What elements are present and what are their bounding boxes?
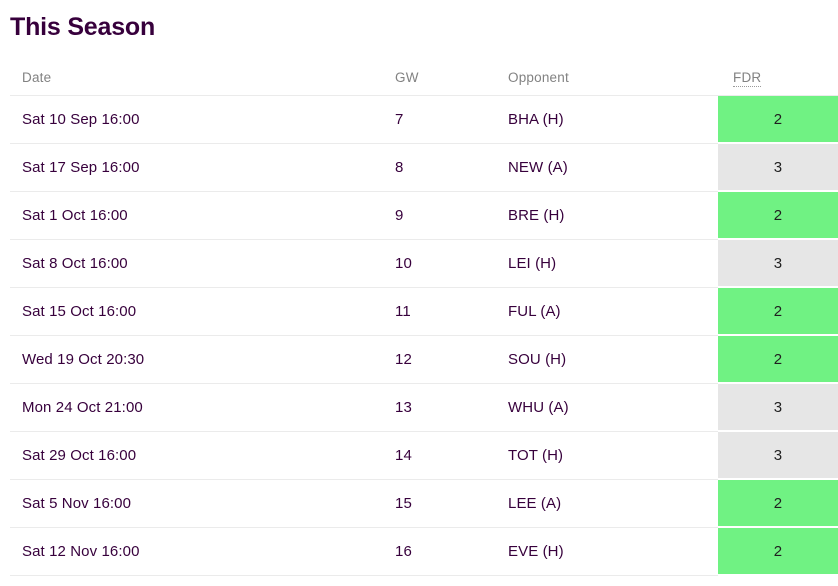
fixture-gameweek: 16 <box>383 528 496 576</box>
fdr-badge: 2 <box>718 96 838 142</box>
fixture-date: Sat 5 Nov 16:00 <box>10 480 383 528</box>
fixture-gameweek: 14 <box>383 432 496 480</box>
fixture-date: Mon 24 Oct 21:00 <box>10 384 383 432</box>
column-header-fdr: FDR <box>718 70 838 87</box>
fdr-cell: 2 <box>718 528 838 576</box>
fixture-gameweek: 13 <box>383 384 496 432</box>
fixture-opponent: LEI (H) <box>496 240 718 288</box>
fixture-opponent: LEE (A) <box>496 480 718 528</box>
fixture-row: Sat 29 Oct 16:00 14 TOT (H) 3 <box>10 432 838 480</box>
fixture-opponent: NEW (A) <box>496 144 718 192</box>
fixture-date: Sat 15 Oct 16:00 <box>10 288 383 336</box>
fixture-row: Sat 5 Nov 16:00 15 LEE (A) 2 <box>10 480 838 528</box>
column-header-gameweek: GW <box>395 70 419 85</box>
fixture-row: Sat 10 Sep 16:00 7 BHA (H) 2 <box>10 96 838 144</box>
fixture-gameweek: 15 <box>383 480 496 528</box>
fdr-badge: 2 <box>718 336 838 382</box>
fixture-opponent: BRE (H) <box>496 192 718 240</box>
fixture-opponent: SOU (H) <box>496 336 718 384</box>
fdr-cell: 2 <box>718 336 838 384</box>
fdr-abbreviation: FDR <box>733 70 762 87</box>
fixture-opponent: BHA (H) <box>496 96 718 144</box>
fixture-opponent: WHU (A) <box>496 384 718 432</box>
fdr-cell: 3 <box>718 384 838 432</box>
fixture-gameweek: 8 <box>383 144 496 192</box>
column-header-opponent: Opponent <box>508 70 569 85</box>
fixture-row: Sat 15 Oct 16:00 11 FUL (A) 2 <box>10 288 838 336</box>
fixture-gameweek: 7 <box>383 96 496 144</box>
fdr-cell: 2 <box>718 480 838 528</box>
fixture-opponent: TOT (H) <box>496 432 718 480</box>
fdr-cell: 3 <box>718 144 838 192</box>
fixture-opponent: EVE (H) <box>496 528 718 576</box>
fixture-table-body: Sat 10 Sep 16:00 7 BHA (H) 2 Sat 17 Sep … <box>10 96 838 576</box>
fixture-row: Sat 8 Oct 16:00 10 LEI (H) 3 <box>10 240 838 288</box>
fixture-gameweek: 10 <box>383 240 496 288</box>
fixture-date: Sat 12 Nov 16:00 <box>10 528 383 576</box>
fdr-badge: 3 <box>718 240 838 286</box>
fixture-table: Date GW Opponent FDR Sat 10 Sep 16:00 7 … <box>10 70 838 576</box>
column-header-date: Date <box>22 70 52 85</box>
fdr-badge: 2 <box>718 480 838 526</box>
fdr-badge: 2 <box>718 192 838 238</box>
fixture-row: Sat 12 Nov 16:00 16 EVE (H) 2 <box>10 528 838 576</box>
fdr-cell: 2 <box>718 96 838 144</box>
fixture-gameweek: 11 <box>383 288 496 336</box>
fixture-gameweek: 9 <box>383 192 496 240</box>
fdr-badge: 2 <box>718 288 838 334</box>
fixture-row: Sat 17 Sep 16:00 8 NEW (A) 3 <box>10 144 838 192</box>
fixture-table-header: Date GW Opponent FDR <box>10 70 838 96</box>
fixture-date: Sat 8 Oct 16:00 <box>10 240 383 288</box>
fdr-cell: 2 <box>718 288 838 336</box>
fixture-row: Mon 24 Oct 21:00 13 WHU (A) 3 <box>10 384 838 432</box>
fdr-badge: 3 <box>718 144 838 190</box>
fixture-row: Wed 19 Oct 20:30 12 SOU (H) 2 <box>10 336 838 384</box>
fdr-cell: 2 <box>718 192 838 240</box>
page-title: This Season <box>10 13 156 41</box>
fixture-gameweek: 12 <box>383 336 496 384</box>
fixture-date: Sat 17 Sep 16:00 <box>10 144 383 192</box>
fixture-date: Wed 19 Oct 20:30 <box>10 336 383 384</box>
fdr-badge: 3 <box>718 432 838 478</box>
fdr-badge: 3 <box>718 384 838 430</box>
fixture-date: Sat 10 Sep 16:00 <box>10 96 383 144</box>
fdr-cell: 3 <box>718 240 838 288</box>
fdr-cell: 3 <box>718 432 838 480</box>
fixture-row: Sat 1 Oct 16:00 9 BRE (H) 2 <box>10 192 838 240</box>
fdr-badge: 2 <box>718 528 838 574</box>
fixture-opponent: FUL (A) <box>496 288 718 336</box>
fixture-date: Sat 1 Oct 16:00 <box>10 192 383 240</box>
fixture-date: Sat 29 Oct 16:00 <box>10 432 383 480</box>
